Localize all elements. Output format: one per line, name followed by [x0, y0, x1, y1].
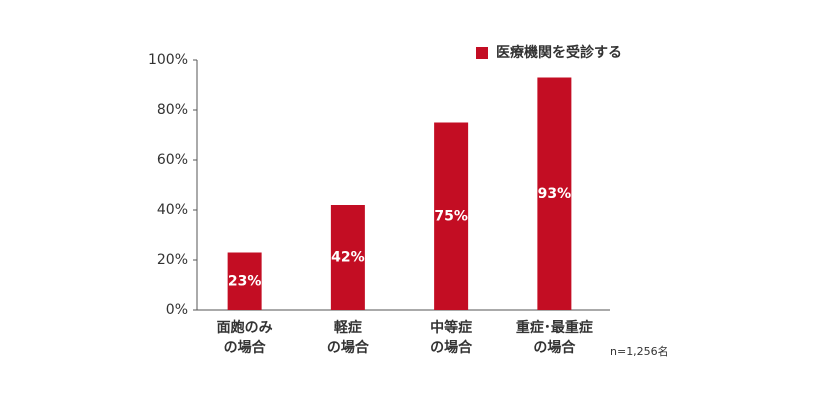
legend-swatch [476, 47, 488, 59]
bar [434, 122, 469, 310]
x-tick-label: 軽症の場合 [327, 319, 370, 356]
value-label: 93% [538, 186, 572, 202]
x-tick-label: 中等症の場合 [430, 319, 473, 356]
x-tick-label: 重症･最重症の場合 [516, 319, 593, 356]
x-tick-label: 面皰のみの場合 [217, 319, 273, 356]
legend-label: 医療機関を受診する [496, 44, 622, 61]
bar [537, 77, 572, 310]
sample-note: n=1,256名 [610, 344, 669, 358]
value-label: 75% [434, 208, 468, 224]
value-label: 42% [331, 250, 365, 266]
y-tick-label: 0% [166, 302, 188, 318]
bar [227, 252, 262, 310]
y-tick-label: 20% [157, 252, 188, 268]
bar [330, 205, 365, 310]
y-tick-label: 80% [157, 102, 188, 118]
y-tick-label: 100% [148, 52, 188, 68]
value-label: 23% [228, 273, 262, 289]
y-tick-label: 40% [157, 202, 188, 218]
y-tick-label: 60% [157, 152, 188, 168]
